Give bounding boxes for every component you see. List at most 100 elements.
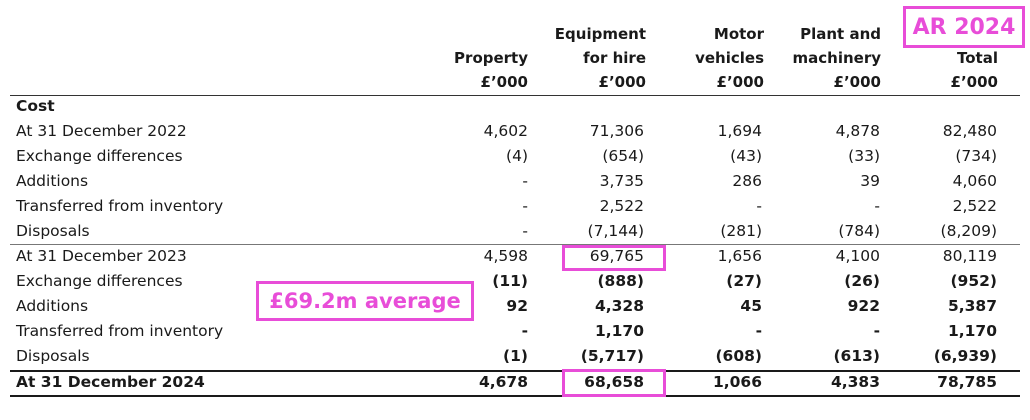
row-label: Additions (16, 297, 89, 315)
table-row: Disposals - (7,144) (281) (784) (8,209) (10, 219, 1020, 244)
cell-plant: (613) (833, 347, 880, 365)
cell-property: 4,678 (478, 373, 528, 391)
total-rule-top (10, 370, 1020, 372)
cell-plant: 39 (860, 172, 880, 190)
column-header-total: Total £’000 (877, 22, 998, 94)
cell-motor: (43) (730, 147, 762, 165)
cell-plant: - (873, 322, 880, 340)
cell-property: (11) (492, 272, 528, 290)
cell-total: 1,170 (947, 322, 997, 340)
cell-total: 4,060 (952, 172, 997, 190)
cell-motor: (281) (720, 222, 762, 240)
cell-plant: (784) (838, 222, 880, 240)
cell-motor: (608) (715, 347, 762, 365)
section-row: Cost (10, 94, 1020, 119)
table-row-total: At 31 December 2024 4,678 68,658 1,066 4… (10, 370, 1020, 395)
row-label: Transferred from inventory (16, 322, 224, 340)
report-year-text: AR 2024 (912, 14, 1016, 40)
table-row: At 31 December 2022 4,602 71,306 1,694 4… (10, 119, 1020, 144)
cell-total: 78,785 (937, 373, 997, 391)
cell-equipment: 69,765 (589, 247, 644, 265)
cell-total: (952) (950, 272, 997, 290)
cell-property: - (522, 172, 528, 190)
cell-motor: (27) (726, 272, 762, 290)
header-rule (10, 95, 1020, 96)
cell-motor: 45 (740, 297, 762, 315)
cell-plant: 4,878 (835, 122, 880, 140)
cell-plant: - (874, 197, 880, 215)
row-label: At 31 December 2024 (16, 373, 205, 391)
cell-property: 4,602 (483, 122, 528, 140)
column-header-motor: Motor vehicles £’000 (644, 22, 764, 94)
column-header-line1: Plant and (800, 25, 881, 43)
cell-motor: - (755, 322, 762, 340)
cell-motor: 286 (732, 172, 762, 190)
column-header-equipment: Equipment for hire £’000 (524, 22, 646, 94)
section-label: Cost (16, 97, 55, 115)
cell-property: - (522, 222, 528, 240)
table-row: Transferred from inventory - 1,170 - - 1… (10, 319, 1020, 344)
table-row: Exchange differences (11) (888) (27) (26… (10, 269, 1020, 294)
cell-total: 82,480 (942, 122, 997, 140)
cell-equipment: 1,170 (594, 322, 644, 340)
cell-equipment: (5,717) (580, 347, 644, 365)
row-label: At 31 December 2023 (16, 247, 187, 265)
table-row: Disposals (1) (5,717) (608) (613) (6,939… (10, 344, 1020, 369)
cell-total: (6,939) (933, 347, 997, 365)
column-header-line2: vehicles (695, 49, 764, 67)
column-header-unit: £’000 (716, 73, 764, 91)
cell-property: - (522, 197, 528, 215)
cell-motor: - (756, 197, 762, 215)
column-header-unit: £’000 (480, 73, 528, 91)
column-header-plant: Plant and machinery £’000 (760, 22, 882, 94)
cell-total: 5,387 (947, 297, 997, 315)
cell-equipment: 71,306 (589, 122, 644, 140)
column-header-line1: Motor (713, 25, 764, 43)
row-label: Exchange differences (16, 272, 183, 290)
average-note-badge: £69.2m average (256, 281, 474, 321)
row-label: At 31 December 2022 (16, 122, 187, 140)
cell-equipment: (888) (597, 272, 644, 290)
cell-property: 4,598 (483, 247, 528, 265)
cell-equipment: (7,144) (587, 222, 644, 240)
subtotal-rule-2023 (10, 244, 1020, 245)
cell-plant: 922 (847, 297, 880, 315)
row-label: Disposals (16, 222, 90, 240)
cell-property: (4) (506, 147, 528, 165)
cell-plant: (33) (848, 147, 880, 165)
column-header-line1: Equipment (554, 25, 646, 43)
total-rule-bottom (10, 395, 1020, 397)
cell-plant: (26) (844, 272, 880, 290)
column-header-line2: for hire (583, 49, 646, 67)
table-row: Exchange differences (4) (654) (43) (33)… (10, 144, 1020, 169)
cell-plant: 4,383 (830, 373, 880, 391)
cell-property: (1) (503, 347, 528, 365)
table-row: Transferred from inventory - 2,522 - - 2… (10, 194, 1020, 219)
cell-motor: 1,656 (717, 247, 762, 265)
column-header-line2: Property (454, 49, 528, 67)
report-year-badge: AR 2024 (903, 6, 1025, 48)
cell-equipment: 3,735 (599, 172, 644, 190)
cell-total: (8,209) (940, 222, 997, 240)
highlight-box-2023-equipment (562, 245, 666, 271)
table-row: Additions - 3,735 286 39 4,060 (10, 169, 1020, 194)
table-row: Additions 92 4,328 45 922 5,387 (10, 294, 1020, 319)
cell-total: (734) (955, 147, 997, 165)
column-header-unit: £’000 (833, 73, 881, 91)
average-note-text: £69.2m average (269, 289, 461, 313)
cell-total: 80,119 (942, 247, 997, 265)
cell-property: - (521, 322, 528, 340)
cell-equipment: 68,658 (584, 373, 644, 391)
row-label: Transferred from inventory (16, 197, 224, 215)
cell-motor: 1,694 (717, 122, 762, 140)
row-label: Disposals (16, 347, 90, 365)
column-header-property: Property £’000 (408, 22, 528, 94)
row-label: Exchange differences (16, 147, 183, 165)
cell-equipment: 2,522 (599, 197, 644, 215)
cell-plant: 4,100 (835, 247, 880, 265)
column-header-line2: Total (957, 49, 998, 67)
cell-motor: 1,066 (712, 373, 762, 391)
column-header-unit: £’000 (598, 73, 646, 91)
cell-total: 2,522 (952, 197, 997, 215)
column-header-unit: £’000 (950, 73, 998, 91)
